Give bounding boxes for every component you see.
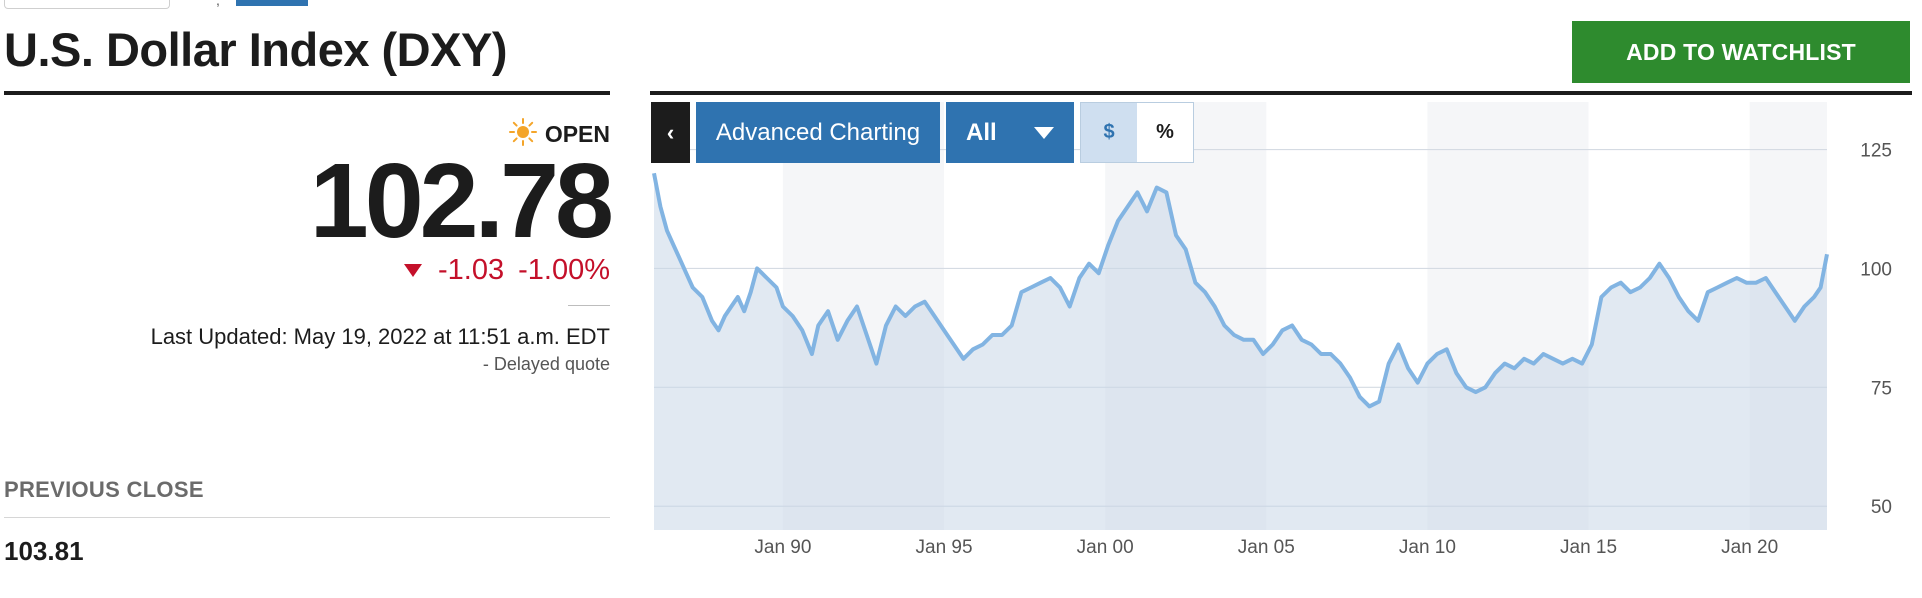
y-tick-label: 50 — [1871, 497, 1892, 518]
delayed-quote-note: - Delayed quote — [482, 354, 610, 374]
chevron-left-icon[interactable]: ‹ — [651, 102, 690, 163]
down-arrow-icon — [404, 264, 422, 277]
x-tick-label: Jan 90 — [754, 537, 811, 558]
price-change: -1.03 -1.00% — [404, 254, 610, 287]
symbol-search-input[interactable] — [4, 0, 170, 9]
x-tick-label: Jan 05 — [1238, 537, 1295, 558]
dollar-mode-button[interactable]: $ — [1081, 103, 1137, 162]
title-divider — [4, 91, 610, 95]
previous-close-value: 103.81 — [4, 536, 84, 566]
x-tick-label: Jan 15 — [1560, 537, 1617, 558]
time-range-label: All — [966, 118, 997, 146]
series-area — [654, 173, 1827, 531]
previous-close-divider — [4, 517, 610, 518]
quote-divider — [568, 305, 610, 306]
market-status: OPEN — [508, 118, 610, 151]
previous-close-label: PREVIOUS CLOSE — [4, 477, 204, 502]
time-range-select[interactable]: All — [946, 102, 1074, 163]
breadcrumb-separator: , — [216, 0, 220, 8]
advanced-charting-button[interactable]: Advanced Charting — [696, 102, 940, 163]
last-updated: Last Updated: May 19, 2022 at 11:51 a.m.… — [150, 324, 610, 349]
market-status-label: OPEN — [544, 121, 610, 147]
percent-mode-button[interactable]: % — [1137, 103, 1193, 162]
chart-divider — [650, 91, 1912, 95]
x-tick-label: Jan 10 — [1399, 537, 1456, 558]
change-value: -1.03 — [438, 254, 505, 286]
x-tick-label: Jan 00 — [1077, 537, 1134, 558]
y-tick-label: 125 — [1860, 141, 1892, 162]
chart-toolbar: ‹ Advanced Charting All $ % — [651, 102, 1194, 163]
y-tick-label: 75 — [1871, 378, 1892, 399]
add-to-watchlist-button[interactable]: ADD TO WATCHLIST — [1572, 21, 1910, 83]
x-tick-label: Jan 20 — [1721, 537, 1778, 558]
current-price: 102.78 — [309, 142, 614, 260]
search-submit-button[interactable] — [236, 0, 308, 6]
sun-icon — [508, 118, 537, 151]
page-title: U.S. Dollar Index (DXY) — [4, 23, 507, 76]
change-percent: -1.00% — [518, 254, 610, 286]
value-mode-toggle: $ % — [1080, 102, 1194, 163]
x-tick-label: Jan 95 — [916, 537, 973, 558]
caret-down-icon — [1034, 126, 1054, 139]
series-line — [652, 172, 1829, 409]
y-tick-label: 100 — [1860, 259, 1892, 280]
